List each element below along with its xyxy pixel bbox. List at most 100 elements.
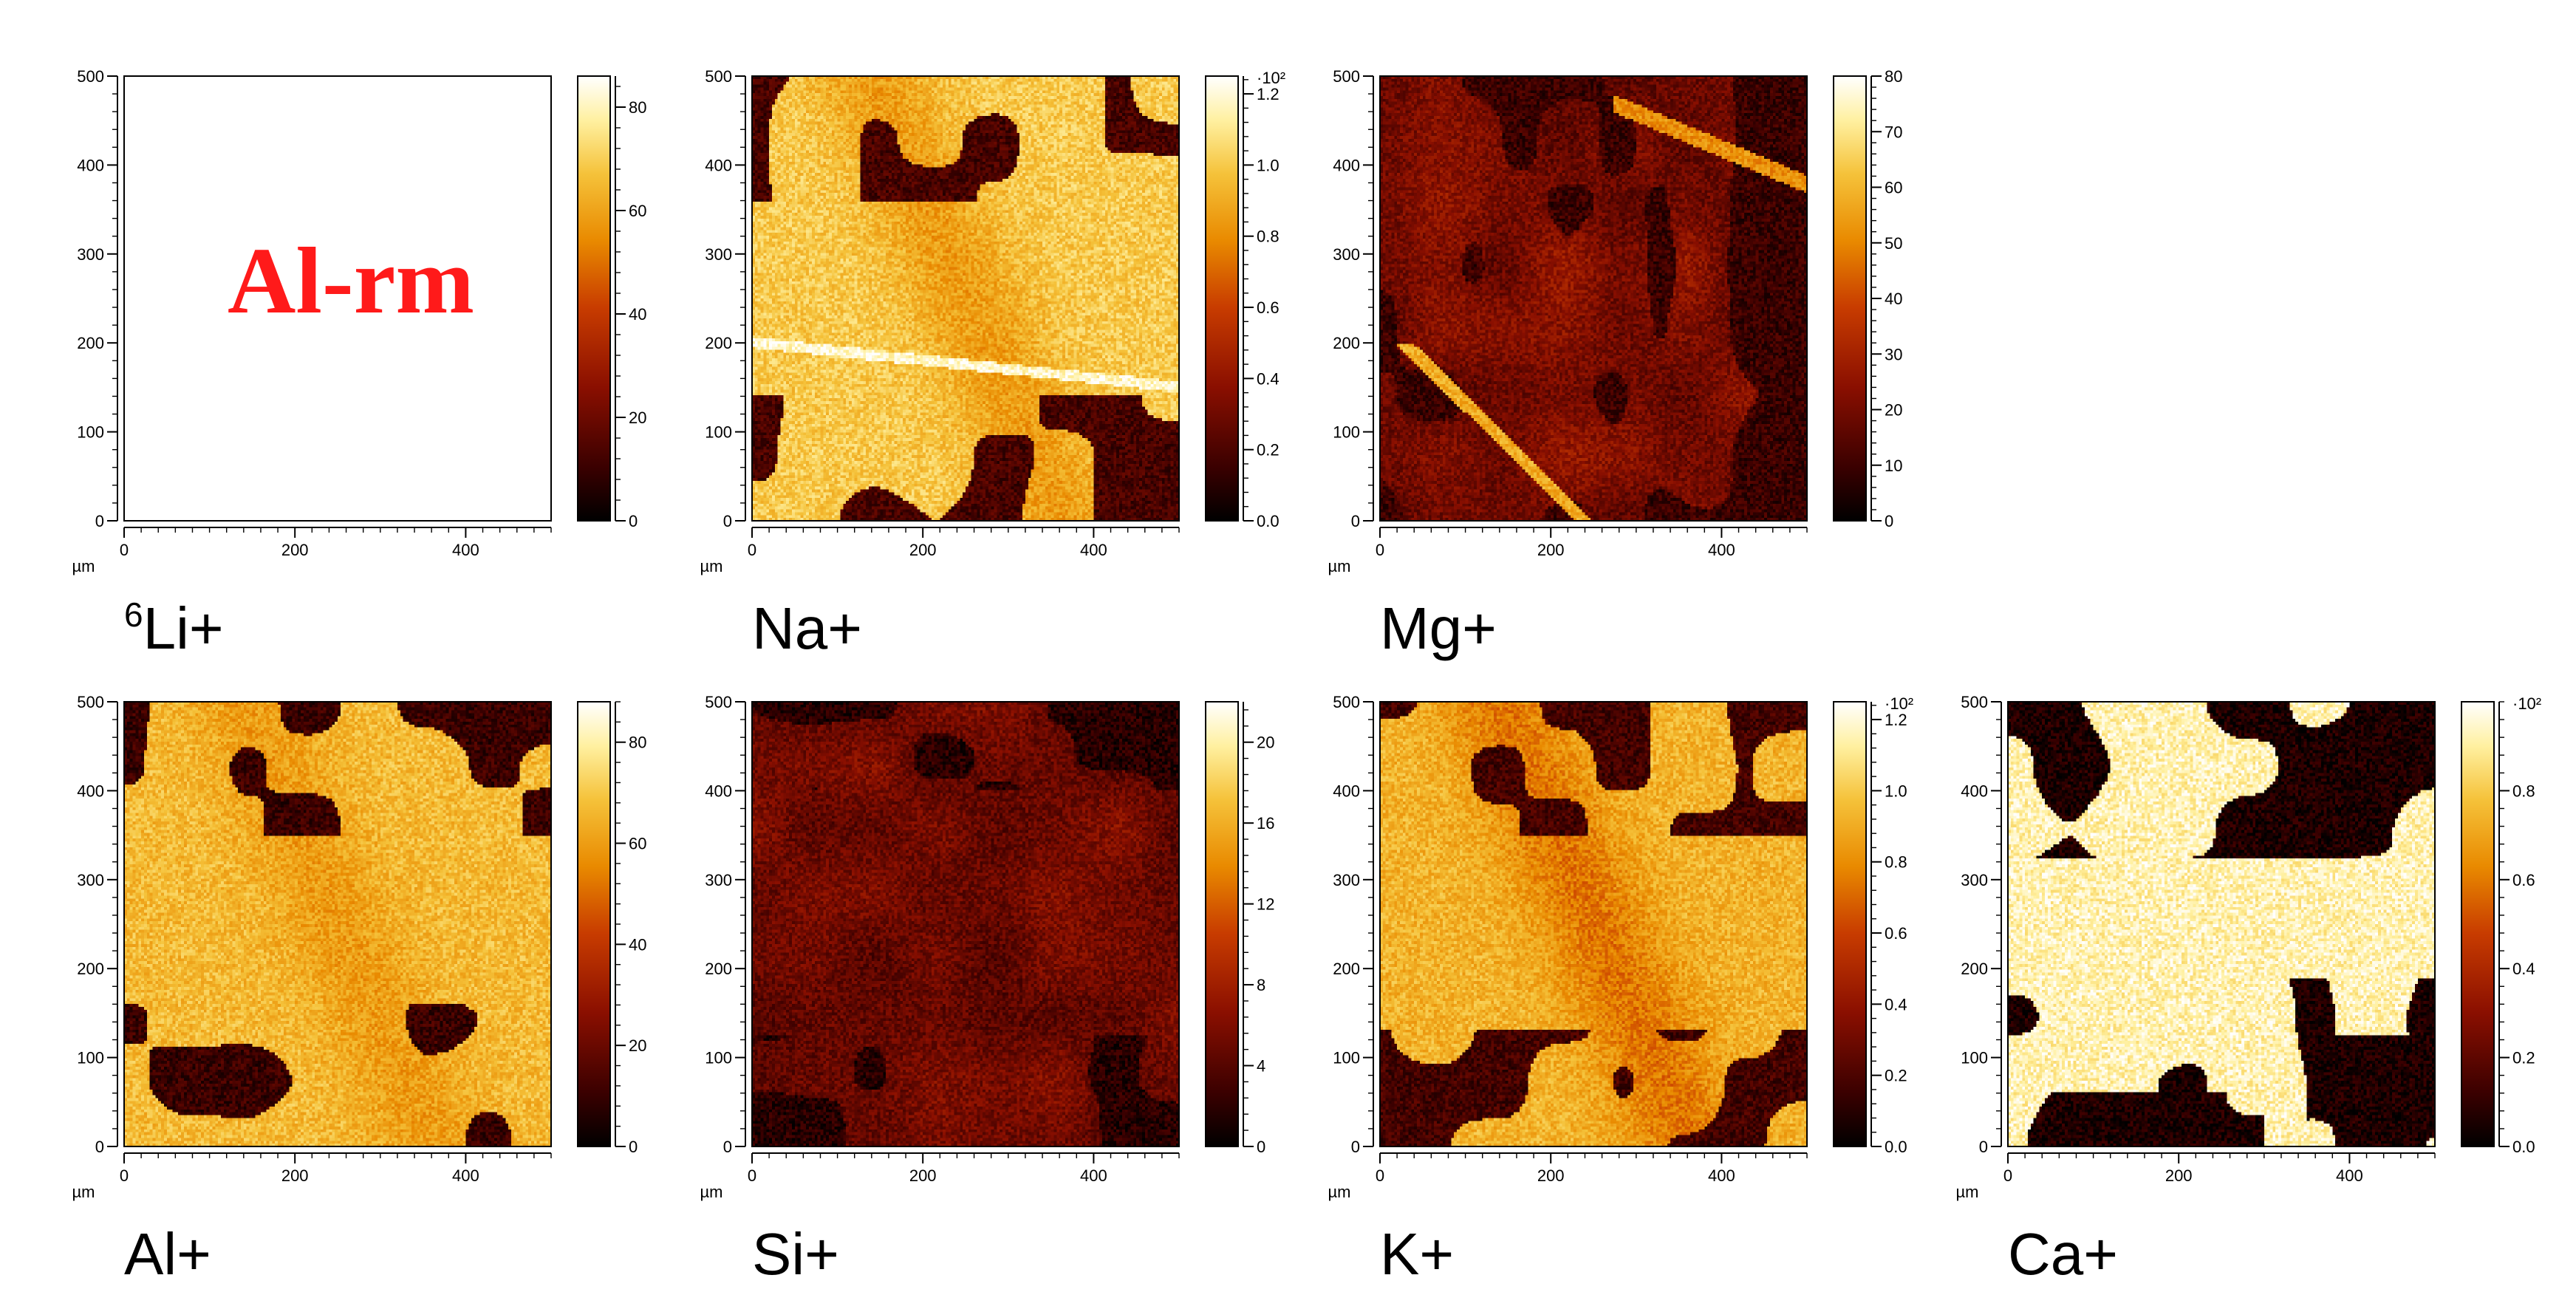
y-tick-label: 100 [1333,423,1360,442]
y-tick-label: 0 [1351,512,1360,530]
colorbar [1206,76,1238,521]
colorbar-tick-label: 0.8 [1885,853,1907,872]
ion-label: Al+ [124,1221,211,1287]
colorbar-tick-label: 0.8 [1257,228,1280,246]
x-tick-label: 200 [909,1166,937,1185]
colorbar-tick-label: 60 [1885,179,1902,197]
colorbar-frame [1833,75,1867,522]
x-unit-label: µm [1328,557,1350,575]
colorbar-frame [1833,701,1867,1147]
colorbar-tick-label: 50 [1885,234,1902,253]
colorbar-tick-label: 40 [629,935,646,954]
ion-label: Si+ [752,1221,839,1287]
colorbar [578,702,610,1146]
colorbar-frame [577,701,611,1147]
colorbar-tick-label: 80 [629,734,646,752]
y-tick-label: 0 [95,1138,104,1156]
y-tick-label: 300 [705,871,732,889]
y-tick-label: 200 [77,334,104,352]
y-tick-label: 200 [705,960,732,978]
x-tick-label: 0 [120,541,129,559]
colorbar [578,76,610,521]
colorbar-tick-label: 0.2 [1885,1067,1907,1085]
colorbar-tick-label: 20 [629,1036,646,1055]
colorbar-tick-label: 1.2 [1885,711,1907,729]
colorbar-tick-label: 20 [1257,734,1274,752]
y-tick-label: 500 [705,693,732,711]
y-tick-label: 100 [77,1049,104,1067]
colorbar-tick-label: 80 [1885,67,1902,86]
colorbar-multiplier: ·10² [1257,69,1285,87]
y-tick-label: 100 [1333,1049,1360,1067]
colorbar-tick-label: 10 [1885,457,1902,475]
colorbar-tick-label: 1.0 [1885,782,1907,800]
colorbar-tick-label: 0.2 [1257,441,1280,459]
heatmap-image [1380,76,1807,521]
colorbar-tick-label: 30 [1885,345,1902,363]
map-frame [123,701,552,1147]
x-tick-label: 400 [1708,541,1735,559]
y-tick-label: 200 [1333,334,1360,352]
colorbar-tick-label: 40 [629,305,646,324]
y-tick-label: 400 [1961,782,1988,800]
x-tick-label: 200 [281,1166,309,1185]
colorbar-tick-label: 0 [1257,1138,1265,1156]
ion-label: Na+ [752,595,862,661]
colorbar-tick-label: 16 [1257,814,1274,833]
heatmap-image [124,702,551,1146]
y-tick-label: 400 [705,156,732,174]
x-unit-label: µm [72,1183,95,1201]
ion-map-panel: 0 200 400 0 100 200 300 400 500 µm 0.0 0.2 0.4 0.6 0.8… [1955,693,2541,1287]
ion-label: Mg+ [1380,595,1497,661]
map-frame [1379,75,1808,522]
x-unit-label: µm [1955,1183,1978,1201]
y-tick-label: 300 [77,245,104,264]
colorbar-tick-label: 0.4 [2512,960,2535,978]
x-tick-label: 0 [748,1166,756,1185]
ion-map-panel: 0 200 400 0 100 200 300 400 500 µm 0.0 0.2 0.4 0.6 0.8… [700,67,1285,661]
map-frame [2007,701,2436,1147]
colorbar-tick-label: 4 [1257,1057,1265,1076]
ion-map-panel: 0 200 400 0 100 200 300 400 500 µm 0 10 20 30 40 50 60 70… [1328,67,1902,661]
y-tick-label: 500 [1961,693,1988,711]
colorbar-tick-label: 0.6 [2512,871,2535,889]
y-tick-label: 300 [1333,245,1360,264]
colorbar-tick-label: 12 [1257,895,1274,914]
colorbar-frame [577,75,611,522]
x-tick-label: 200 [281,541,309,559]
x-tick-label: 400 [2336,1166,2363,1185]
x-tick-label: 0 [748,541,756,559]
x-tick-label: 400 [1080,1166,1107,1185]
colorbar-multiplier: ·10² [2512,694,2541,713]
colorbar [2461,702,2494,1146]
y-tick-label: 500 [1333,67,1360,86]
y-tick-label: 500 [705,67,732,86]
map-frame [751,701,1180,1147]
y-tick-label: 500 [1333,693,1360,711]
x-tick-label: 400 [452,541,479,559]
heatmap-image [752,702,1179,1146]
y-tick-label: 200 [1333,960,1360,978]
colorbar-tick-label: 1.0 [1257,156,1280,174]
heatmap-image [1380,702,1807,1146]
ion-label: Ca+ [2008,1221,2118,1287]
colorbar-multiplier: ·10² [1885,694,1913,713]
colorbar-tick-label: 0.4 [1257,369,1280,388]
colorbar-tick-label: 0.8 [2512,782,2535,800]
x-tick-label: 200 [1537,541,1565,559]
colorbar-frame [2461,701,2495,1147]
colorbar [1834,702,1866,1146]
colorbar-tick-label: 0 [1885,512,1893,530]
y-tick-label: 0 [1351,1138,1360,1156]
y-tick-label: 0 [723,512,732,530]
x-tick-label: 400 [452,1166,479,1185]
x-tick-label: 200 [1537,1166,1565,1185]
x-tick-label: 400 [1080,541,1107,559]
y-tick-label: 100 [77,423,104,442]
y-tick-label: 400 [77,782,104,800]
colorbar-tick-label: 70 [1885,123,1902,141]
colorbar-tick-label: 60 [629,835,646,853]
y-tick-label: 0 [723,1138,732,1156]
ion-map-panel: 0 200 400 0 100 200 300 400 500 µm 0.0 0.2 0.4 0.6 0.8… [1328,693,1913,1287]
